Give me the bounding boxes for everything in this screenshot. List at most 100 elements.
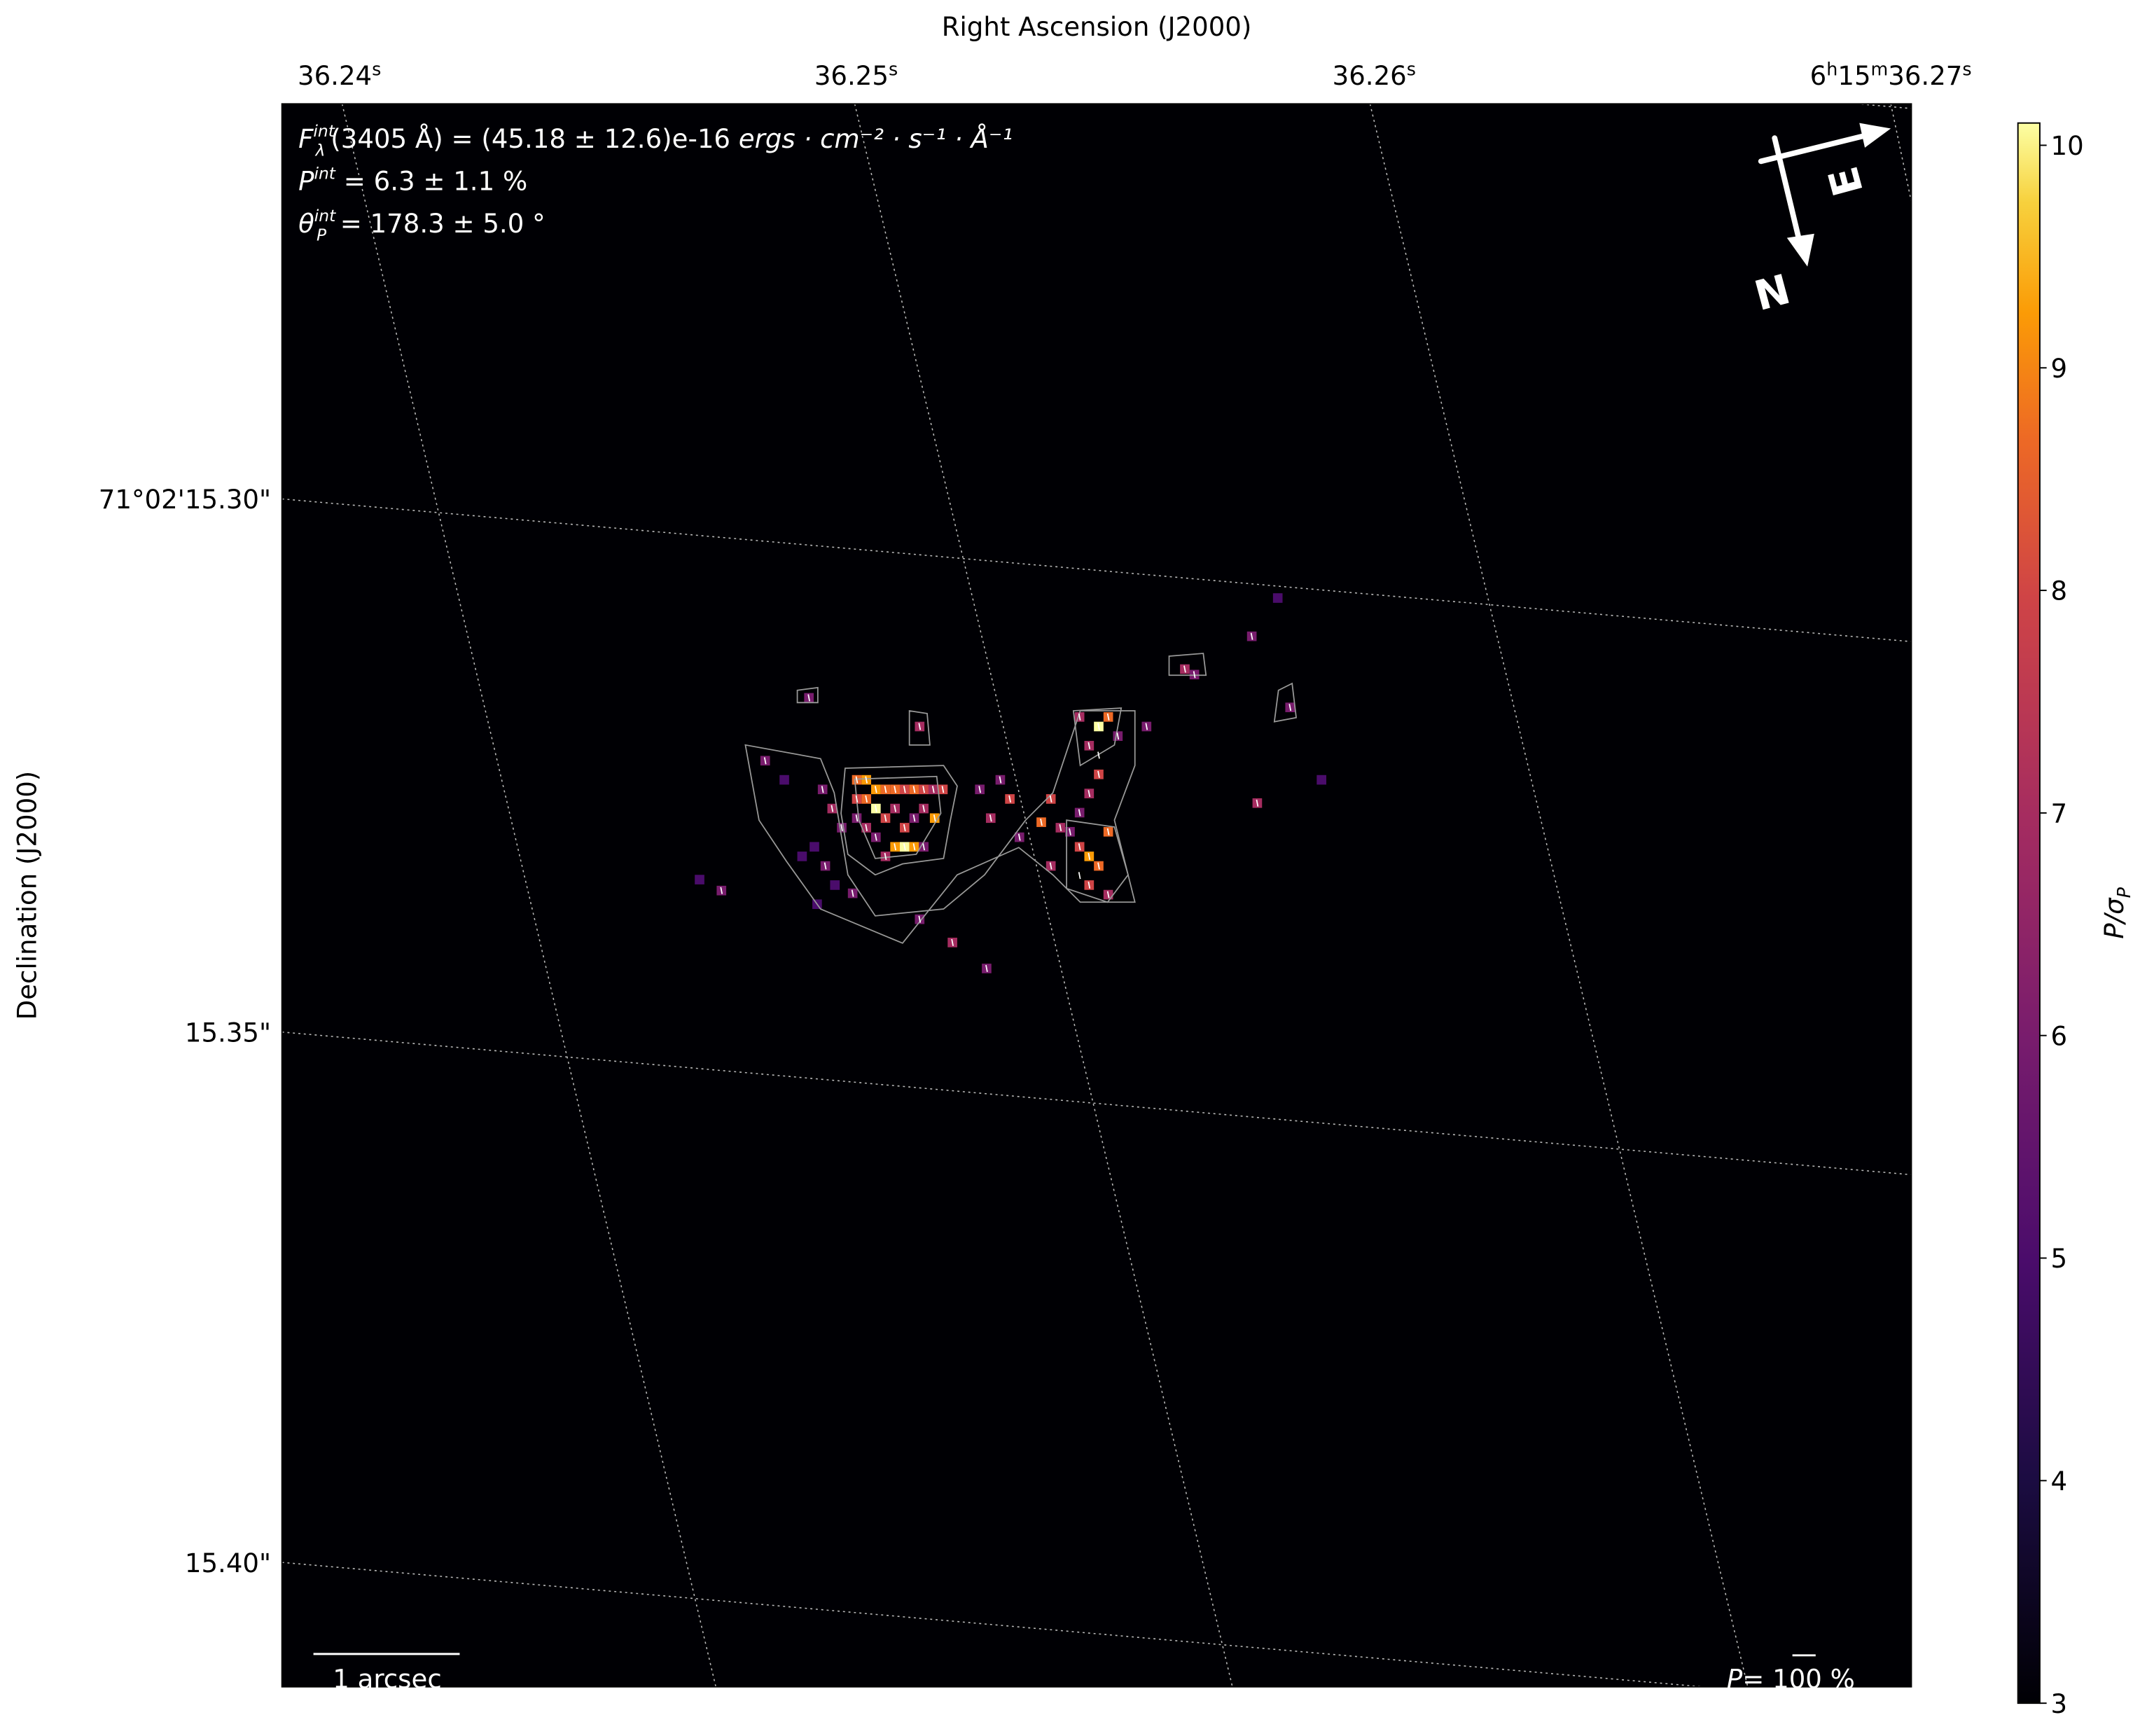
y-tick-label: 15.40"	[185, 1548, 271, 1578]
intensity-contour	[744, 710, 1136, 944]
polarization-vector	[855, 814, 859, 822]
polarization-vector	[918, 915, 922, 923]
polarization-vector	[1116, 732, 1120, 740]
intensity-contour	[854, 775, 942, 859]
polarization-vector	[874, 786, 877, 793]
polarization-vector	[1078, 843, 1081, 851]
polarization-vector	[903, 824, 906, 831]
polarization-vector	[1008, 795, 1011, 803]
x-tick-label: 6h15m36.27s	[1810, 58, 1972, 91]
north-arrowhead-icon	[1786, 233, 1814, 267]
colorbar-tick-label: 10	[2051, 131, 2084, 161]
colorbar-tick-label: 9	[2051, 354, 2068, 384]
polarization-vector	[840, 824, 843, 831]
polarization-vector	[978, 786, 982, 793]
polarization-vector	[1097, 770, 1100, 778]
colorbar-tick-label: 6	[2051, 1021, 2068, 1051]
flux-annotation: Fint λ (3405 Å) = (45.18 ± 12.6)e-16 ergs …	[298, 121, 1013, 160]
polarization-vector	[1106, 828, 1110, 835]
east-arrow	[1758, 132, 1869, 165]
polarization-vector	[1145, 723, 1148, 730]
polarization-vector	[1059, 824, 1062, 831]
polarization-vector	[922, 786, 925, 793]
polarization-vector	[1183, 665, 1186, 673]
polarization-vector	[1088, 852, 1091, 860]
colorbar-tick-label: 3	[2051, 1689, 2068, 1719]
polarization-vector	[1088, 881, 1091, 889]
polarization-vector	[894, 786, 896, 793]
polarization-vector	[1088, 790, 1091, 798]
polarization-vector	[894, 805, 896, 812]
polarization-annotation: Pint = 6.3 ± 1.1 %	[298, 164, 527, 197]
coordinate-grid	[282, 104, 1912, 1687]
pixel	[1272, 593, 1283, 603]
polarization-vector	[931, 786, 935, 793]
x-axis-label: Right Ascension (J2000)	[942, 12, 1252, 42]
angle-annotation: θint P = 178.3 ± 5.0 °	[298, 206, 546, 244]
axes-frame	[281, 103, 1912, 1688]
polarization-vector	[903, 786, 906, 793]
polarization-vector	[1106, 713, 1110, 721]
colorbar-tick-label: 8	[2051, 576, 2068, 606]
polarization-vector	[874, 833, 877, 841]
polarization-vector	[912, 814, 916, 822]
polarization-vector	[1106, 891, 1110, 898]
polarization-vector	[884, 786, 887, 793]
polarization-vector	[1049, 862, 1052, 870]
intensity-contour	[796, 686, 819, 704]
colorbar-tick-label: 4	[2051, 1466, 2068, 1497]
polarization-vector	[941, 786, 945, 793]
intensity-contour	[840, 765, 958, 876]
polarization-vector	[1288, 704, 1292, 711]
x-tick-label: 36.24s	[298, 58, 381, 91]
polarization-vector	[720, 887, 723, 894]
polarization-vector	[865, 776, 868, 784]
ra-grid-line	[854, 104, 1233, 1687]
polarization-vector	[855, 776, 859, 784]
polarization-vector	[1078, 809, 1081, 817]
ra-grid-line	[1369, 104, 1749, 1687]
polarization-vector	[807, 694, 811, 702]
x-tick-label: 36.26s	[1333, 58, 1416, 91]
polarization-vector	[874, 805, 877, 812]
x-tick-label: 36.25s	[814, 58, 898, 91]
colorbar-tick-label: 7	[2051, 799, 2068, 829]
polarization-vector	[1250, 632, 1253, 640]
polarization-vector	[1069, 828, 1071, 835]
colorbar	[2017, 122, 2041, 1704]
y-tick-label: 71°02'15.30"	[99, 485, 271, 515]
polarization-vector	[922, 843, 925, 851]
intensity-contour	[1066, 819, 1129, 903]
polarization-vector	[933, 814, 936, 822]
intensity-contour	[908, 709, 931, 746]
polarization-vector	[985, 964, 988, 973]
vector-legend-label: P= 100 %	[1727, 1665, 1855, 1695]
pixel	[797, 852, 807, 861]
polarization-vector	[903, 843, 906, 851]
polarization-vector	[918, 723, 922, 730]
polarization-vector	[1193, 671, 1196, 679]
polarization-vector	[831, 805, 834, 812]
intensity-contour	[1072, 707, 1123, 767]
polarization-vector	[1049, 795, 1052, 803]
polarization-vector	[851, 889, 854, 897]
east-arrowhead-icon	[1859, 123, 1891, 148]
dec-grid-line	[282, 1031, 1912, 1176]
polarization-vector	[1078, 713, 1081, 721]
polarization-vector	[1097, 862, 1100, 870]
polarization-vector	[821, 786, 824, 793]
dec-grid-line	[282, 498, 1912, 643]
polarization-vector	[763, 757, 767, 765]
polarization-vector	[855, 795, 859, 803]
colorbar-tick-label: 5	[2051, 1244, 2068, 1274]
polarization-vector	[922, 805, 925, 812]
polarization-vector	[1097, 751, 1100, 759]
compass-rose	[1758, 123, 1891, 267]
polarization-vector	[912, 786, 916, 793]
polarization-vector	[999, 776, 1002, 784]
polarization-vector	[884, 852, 887, 860]
polarization-vector	[865, 795, 868, 803]
scale-bar-label: 1 arcsec	[333, 1665, 441, 1695]
polarization-vector	[1078, 872, 1081, 880]
pixel-map	[695, 593, 1326, 973]
